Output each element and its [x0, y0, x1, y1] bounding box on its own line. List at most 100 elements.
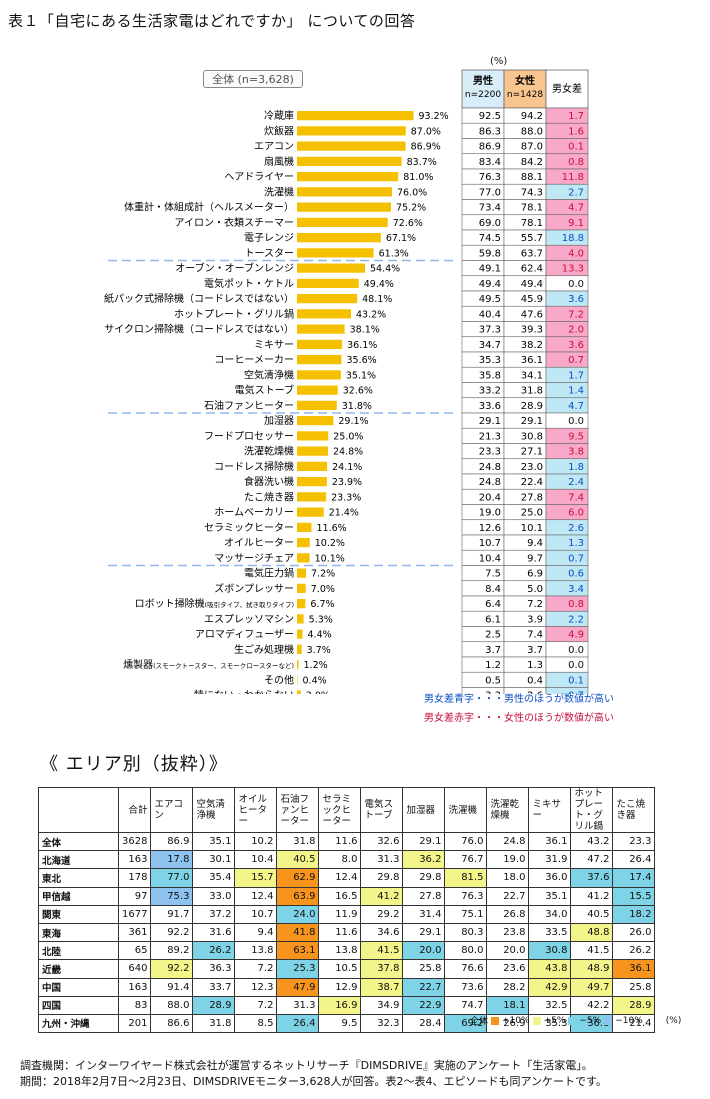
area-cell: 178 [117, 868, 152, 888]
area-cell: 91.4 [150, 977, 194, 997]
area-cell: 42.9 [528, 977, 572, 997]
area-cell: 28.9 [612, 995, 656, 1015]
legend-total: 全体 [470, 1017, 489, 1027]
area-cell: 163 [117, 977, 152, 997]
male-value: 1.2 [485, 660, 501, 671]
area-header-cell: エアコン [150, 787, 194, 833]
bar [297, 675, 298, 685]
bar [297, 614, 304, 624]
area-cell: 73.6 [444, 977, 488, 997]
diff-value: 2.4 [568, 477, 584, 488]
value-label: 38.1% [350, 325, 380, 336]
male-cell [461, 687, 505, 694]
female-value: 55.7 [521, 233, 543, 244]
bar [297, 492, 327, 502]
area-cell: 37.8 [360, 959, 404, 979]
area-cell: 75.3 [150, 886, 194, 906]
male-value: 35.8 [479, 370, 501, 381]
area-cell: 28.4 [402, 1013, 446, 1034]
area-cell: 76.0 [444, 831, 488, 852]
value-label: 0.4% [303, 675, 327, 686]
area-cell: 63.1 [276, 941, 320, 961]
female-value: 36.1 [521, 355, 543, 366]
area-row-label: 甲信越 [38, 886, 119, 906]
category-label: サイクロン掃除機（コードレスではない） [104, 323, 294, 336]
area-cell: 22.9 [402, 995, 446, 1015]
male-value: 10.7 [479, 538, 501, 549]
bar [297, 248, 374, 258]
legend-unit: (%) [665, 1015, 682, 1026]
female-value: 45.9 [521, 294, 543, 305]
area-row: 四国 83 88.0 28.9 7.2 31.3 16.9 34.9 22.9 74.7 18.1 3… [38, 995, 656, 1015]
area-cell: 10.7 [234, 904, 278, 924]
bar [297, 538, 310, 548]
value-label: 67.1% [386, 233, 416, 244]
diff-cell [545, 687, 589, 694]
diff-value: 1.6 [568, 126, 584, 137]
female-value: 3.9 [527, 614, 543, 625]
female-header-label: 女性 [515, 74, 535, 87]
area-cell: 640 [117, 959, 152, 979]
area-cell: 24.8 [486, 831, 530, 852]
area-cell: 48.8 [570, 922, 614, 943]
female-value: 88.0 [521, 126, 543, 137]
area-cell: 74.7 [444, 995, 488, 1015]
category-label: 石油ファンヒーター [204, 399, 294, 412]
male-value: 20.4 [479, 492, 501, 503]
male-value: 76.3 [479, 172, 501, 183]
male-value: 3.7 [485, 645, 501, 656]
area-cell: 25.8 [612, 977, 656, 997]
value-label: 23.3% [331, 492, 361, 503]
area-cell: 36.0 [528, 868, 572, 888]
area-cell: 10.4 [234, 850, 278, 870]
diff-value: 7.4 [568, 492, 584, 503]
male-value: 77.0 [479, 187, 501, 198]
category-label: 体重計・体組成計（ヘルスメーター） [124, 201, 294, 214]
area-header-cell: 電気ストーブ [360, 787, 404, 833]
area-cell: 43.8 [528, 959, 572, 979]
category-label: 燻製器(スモークトースター、スモークロースターなど) [123, 658, 294, 671]
area-row-label: 北海道 [38, 850, 119, 870]
female-value: 78.1 [521, 218, 543, 229]
area-cell: 31.3 [360, 850, 404, 870]
diff-value: 7.2 [568, 309, 584, 320]
bar [297, 599, 306, 609]
value-label: 7.0% [311, 584, 335, 595]
area-cell: 31.6 [192, 922, 236, 943]
area-row: 東北 178 77.0 35.4 15.7 62.9 12.4 29.8 29.8 81.5 18.… [38, 868, 656, 888]
area-cell: 17.4 [612, 868, 656, 888]
area-cell: 80.3 [444, 922, 488, 943]
area-cell: 28.9 [192, 995, 236, 1015]
male-value: 33.2 [479, 386, 501, 397]
bar [297, 278, 359, 288]
footer-period: 期間：2018年2月7日～2月23日、DIMSDRIVEモニター3,628人が回… [20, 1075, 607, 1088]
bar [297, 233, 381, 243]
value-label: 24.1% [332, 462, 362, 473]
area-cell: 23.6 [486, 959, 530, 979]
area-cell: 21.4 [612, 1013, 656, 1034]
bar [297, 355, 342, 365]
area-cell: 32.6 [360, 831, 404, 852]
category-label: セラミックヒーター [204, 522, 294, 534]
female-value: 27.1 [521, 447, 543, 458]
male-value: 23.3 [479, 447, 501, 458]
female-value: 22.4 [521, 477, 543, 488]
diff-value: 0.0 [568, 279, 584, 290]
male-value: 6.4 [485, 599, 501, 610]
area-cell: 26.8 [486, 904, 530, 924]
area-cell: 36.3 [192, 959, 236, 979]
area-cell: 9.4 [234, 922, 278, 943]
bar [297, 111, 414, 121]
female-value: 27.8 [521, 492, 543, 503]
area-cell: 76.6 [444, 959, 488, 979]
area-cell: 77.0 [150, 868, 194, 888]
diff-value: 2.0 [568, 325, 584, 336]
bar [297, 644, 302, 654]
diff-value: 9.1 [568, 218, 584, 229]
area-row-label: 四国 [38, 995, 119, 1015]
male-value: 73.4 [479, 203, 501, 214]
area-header-cell: 洗濯乾燥機 [486, 787, 530, 833]
area-cell: 23.8 [486, 922, 530, 943]
area-cell: 12.3 [234, 977, 278, 997]
bar [297, 431, 329, 441]
